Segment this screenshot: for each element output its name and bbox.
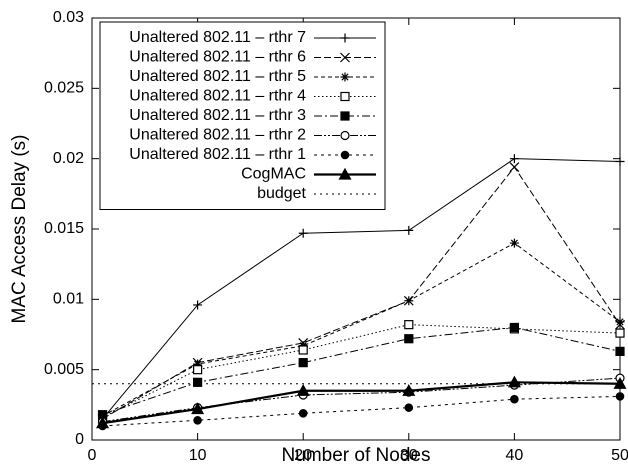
x-tick-label: 0 bbox=[88, 447, 97, 464]
legend-marker bbox=[340, 72, 350, 82]
series-line bbox=[102, 166, 621, 420]
series-line bbox=[102, 324, 621, 418]
marker bbox=[404, 320, 414, 330]
x-axis-label: Number of Nodes bbox=[282, 445, 431, 466]
marker bbox=[404, 403, 414, 412]
marker bbox=[298, 408, 308, 418]
legend-marker bbox=[338, 167, 352, 180]
y-tick-label: 0.025 bbox=[44, 80, 84, 97]
legend-marker bbox=[340, 130, 350, 141]
marker bbox=[402, 384, 416, 396]
legend-label: CogMAC bbox=[241, 166, 306, 183]
legend-label: budget bbox=[257, 185, 306, 202]
series-line bbox=[102, 326, 621, 416]
series bbox=[97, 320, 625, 423]
marker bbox=[613, 376, 627, 389]
legend: Unaltered 802.11 – rthr 7 Unaltered 802.1… bbox=[99, 21, 386, 210]
marker bbox=[298, 228, 308, 238]
series-line bbox=[102, 158, 621, 420]
marker bbox=[298, 345, 308, 355]
marker bbox=[510, 394, 519, 404]
marker bbox=[404, 225, 414, 235]
legend-label: Unaltered 802.11 – rthr 7 bbox=[129, 29, 306, 46]
marker bbox=[615, 328, 625, 338]
y-axis-label: MAC Access Delay (s) bbox=[9, 135, 30, 324]
marker bbox=[509, 154, 519, 164]
legend-label: Unaltered 802.11 – rthr 2 bbox=[129, 127, 306, 144]
marker bbox=[509, 322, 519, 333]
series bbox=[96, 375, 627, 429]
marker bbox=[298, 358, 308, 368]
marker bbox=[191, 402, 205, 415]
y-tick-label: 0.03 bbox=[53, 9, 84, 26]
marker bbox=[193, 377, 203, 387]
legend-label: Unaltered 802.11 – rthr 5 bbox=[129, 68, 306, 85]
marker bbox=[404, 296, 414, 306]
marker bbox=[509, 162, 520, 173]
series-line bbox=[102, 395, 621, 427]
x-tick-label: 40 bbox=[506, 447, 524, 464]
marker bbox=[193, 359, 203, 369]
y-tick-label: 0 bbox=[75, 431, 84, 448]
marker bbox=[615, 346, 625, 356]
marker bbox=[193, 365, 203, 375]
legend-marker bbox=[340, 111, 350, 121]
y-tick-label: 0.015 bbox=[44, 220, 84, 237]
x-tick-label: 20 bbox=[294, 447, 312, 464]
x-tick-label: 30 bbox=[400, 447, 418, 464]
marker bbox=[193, 416, 202, 425]
legend-label: Unaltered 802.11 – rthr 1 bbox=[129, 146, 306, 163]
x-tick-label: 50 bbox=[611, 447, 628, 464]
marker bbox=[615, 392, 625, 401]
legend-label: Unaltered 802.11 – rthr 6 bbox=[129, 49, 306, 66]
legend-marker bbox=[340, 91, 350, 102]
marker bbox=[507, 375, 521, 388]
marker bbox=[509, 238, 519, 248]
y-tick-label: 0.01 bbox=[53, 291, 84, 308]
legend-label: Unaltered 802.11 – rthr 3 bbox=[129, 107, 306, 124]
y-tick-label: 0.02 bbox=[53, 150, 84, 167]
marker bbox=[193, 300, 203, 310]
legend-label: Unaltered 802.11 – rthr 4 bbox=[129, 88, 306, 105]
legend-marker bbox=[340, 150, 350, 160]
series bbox=[97, 322, 625, 420]
x-tick-label: 10 bbox=[189, 447, 207, 464]
marker bbox=[96, 416, 110, 429]
series-line bbox=[102, 242, 621, 417]
marker bbox=[615, 317, 625, 327]
legend-marker bbox=[340, 33, 350, 43]
y-tick-label: 0.005 bbox=[44, 361, 84, 378]
series-line bbox=[102, 381, 621, 425]
marker bbox=[296, 384, 310, 396]
marker bbox=[615, 156, 625, 166]
legend-marker bbox=[340, 52, 350, 63]
series-line bbox=[102, 377, 621, 423]
marker bbox=[404, 334, 414, 344]
